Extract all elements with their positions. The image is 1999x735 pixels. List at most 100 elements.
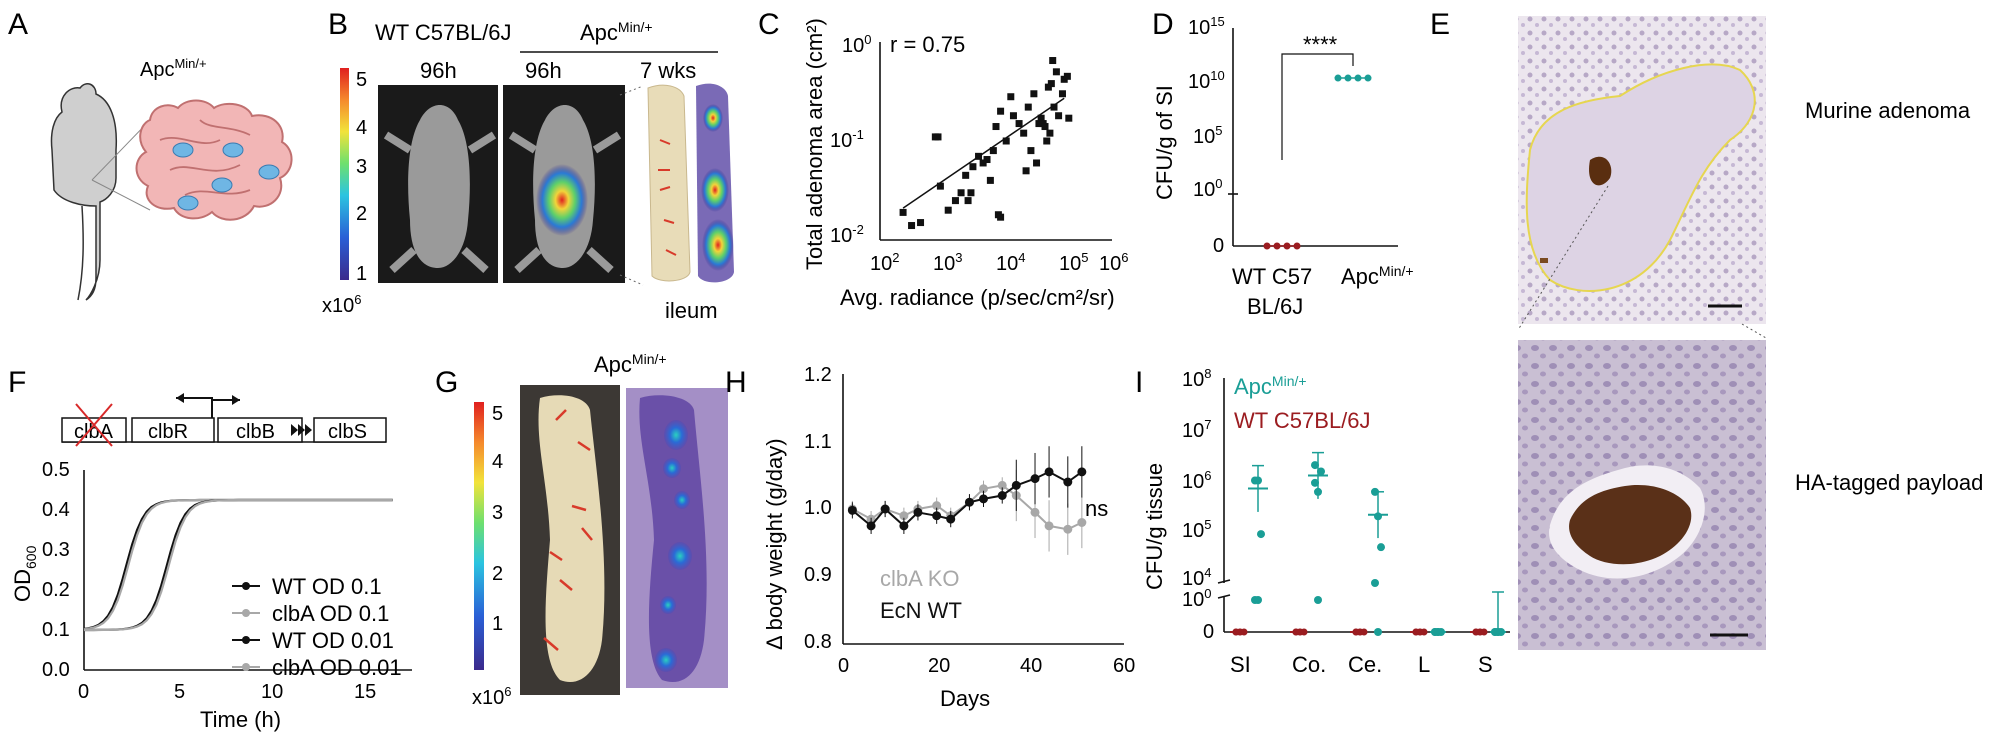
data-point [967, 189, 975, 197]
svg-text:2: 2 [356, 203, 367, 225]
image-caption: Murine adenoma [1805, 98, 1971, 123]
y-tick-label: 1010 [1188, 68, 1225, 93]
data-point [936, 182, 944, 190]
deletion-cross-icon [75, 403, 113, 447]
data-point [1049, 57, 1057, 65]
legend-label: WT OD 0.1 [272, 574, 382, 599]
panel-letter: G [435, 366, 458, 399]
data-point [917, 219, 925, 227]
scatter-plot [899, 57, 1073, 230]
svg-text:SI: SI [1230, 652, 1251, 677]
y-ticks: 108 107 106 105 104 100 0 [1182, 366, 1214, 643]
data-point [951, 197, 959, 205]
data-point [1007, 93, 1015, 101]
data-point [932, 501, 942, 511]
data-point [1063, 524, 1073, 534]
svg-text:60: 60 [1113, 655, 1135, 677]
data-point [1030, 474, 1040, 484]
significance-marker: **** [1303, 32, 1338, 57]
data-point [1317, 467, 1325, 476]
correlation-annotation: r = 0.75 [890, 32, 965, 57]
panel-g: G ApcMin/+ 5 4 3 2 1 x106 [435, 351, 728, 709]
svg-text:20: 20 [928, 655, 950, 677]
x-tick-label: 103 [933, 250, 962, 275]
color-scale-ticks: 5 4 3 2 1 [492, 403, 503, 635]
panel-f: F clbA clbR clbB clbS 0.50.4 0.30.2 0.10… [8, 366, 412, 732]
x-tick-label: 102 [870, 250, 899, 275]
data-point [979, 494, 988, 504]
svg-text:5: 5 [492, 403, 503, 425]
svg-text:100: 100 [1182, 586, 1211, 611]
panel-letter: H [725, 366, 747, 399]
data-point [989, 147, 997, 155]
intestine-photo [520, 385, 620, 695]
data-point [1311, 461, 1319, 470]
data-point [1055, 112, 1063, 120]
data-point [992, 123, 1000, 131]
ileum-photo [647, 84, 691, 282]
svg-text:1.2: 1.2 [804, 364, 832, 386]
genotype-label: ApcMin/+ [140, 56, 207, 81]
svg-text:1.0: 1.0 [804, 497, 832, 519]
x-category-label: ApcMin/+ [1341, 263, 1414, 289]
data-point [1033, 159, 1041, 167]
promoter-arrows-icon [176, 397, 240, 418]
data-point [1046, 129, 1054, 137]
data-point [899, 208, 907, 216]
data-point [979, 484, 988, 494]
data-point [1011, 480, 1021, 490]
data-point [1311, 478, 1319, 487]
panel-b: B WT C57BL/6J ApcMin/+ 96h 96h 7 wks 5 4… [322, 8, 734, 323]
svg-text:106: 106 [1182, 468, 1211, 493]
intestine-icon [135, 99, 293, 221]
data-point [1052, 68, 1060, 76]
legend-label: WT C57BL/6J [1234, 408, 1371, 433]
data-point [969, 163, 977, 171]
data-point [1257, 530, 1265, 539]
svg-text:108: 108 [1182, 366, 1211, 391]
data-point [983, 156, 991, 164]
data-point [932, 511, 942, 521]
x-tick-label: 105 [1059, 250, 1088, 275]
y-axis-title: CFU/g tissue [1142, 463, 1167, 590]
panel-a: A ApcMin/+ [8, 8, 293, 301]
svg-text:0.8: 0.8 [804, 631, 832, 653]
svg-text:3: 3 [492, 502, 503, 524]
legend-label: EcN WT [880, 598, 962, 623]
data-point [1077, 467, 1087, 477]
ileum-bioluminescence [696, 83, 734, 283]
svg-text:0: 0 [1203, 621, 1214, 643]
data-point [979, 159, 987, 167]
svg-text:4: 4 [492, 451, 503, 473]
data-point [908, 222, 916, 230]
y-axis-title: Δ body weight (g/day) [762, 438, 787, 650]
data-point [1044, 83, 1052, 91]
data-point [1030, 90, 1038, 98]
svg-text:Co.: Co. [1292, 652, 1326, 677]
scatter-plot [1230, 451, 1506, 636]
svg-text:107: 107 [1182, 417, 1211, 442]
data-point [986, 176, 994, 184]
svg-text:40: 40 [1020, 655, 1042, 677]
data-point [1035, 120, 1043, 128]
y-tick-label: 10-2 [830, 222, 864, 247]
data-point [1314, 596, 1322, 604]
data-point [1254, 596, 1262, 604]
time-label: 96h [525, 58, 562, 83]
svg-text:0.9: 0.9 [804, 564, 832, 586]
x-category-label: WT C57 [1232, 264, 1312, 289]
x-axis-title: Avg. radiance (p/sec/cm²/sr) [840, 285, 1115, 310]
svg-text:S: S [1478, 652, 1493, 677]
gene-label: clbR [148, 421, 188, 443]
data-point [899, 521, 909, 531]
svg-text:3: 3 [356, 156, 367, 178]
data-point [880, 504, 890, 514]
genotype-label: ApcMin/+ [594, 351, 667, 377]
panel-e: E Murine adenoma HA-tagged payload [1430, 8, 1983, 650]
data-point [964, 197, 972, 205]
mouse-icon [50, 83, 118, 301]
gene-label: clbS [328, 421, 367, 443]
color-scale-bar [474, 402, 484, 670]
panel-letter: C [758, 8, 780, 41]
svg-text:0.4: 0.4 [42, 499, 70, 521]
